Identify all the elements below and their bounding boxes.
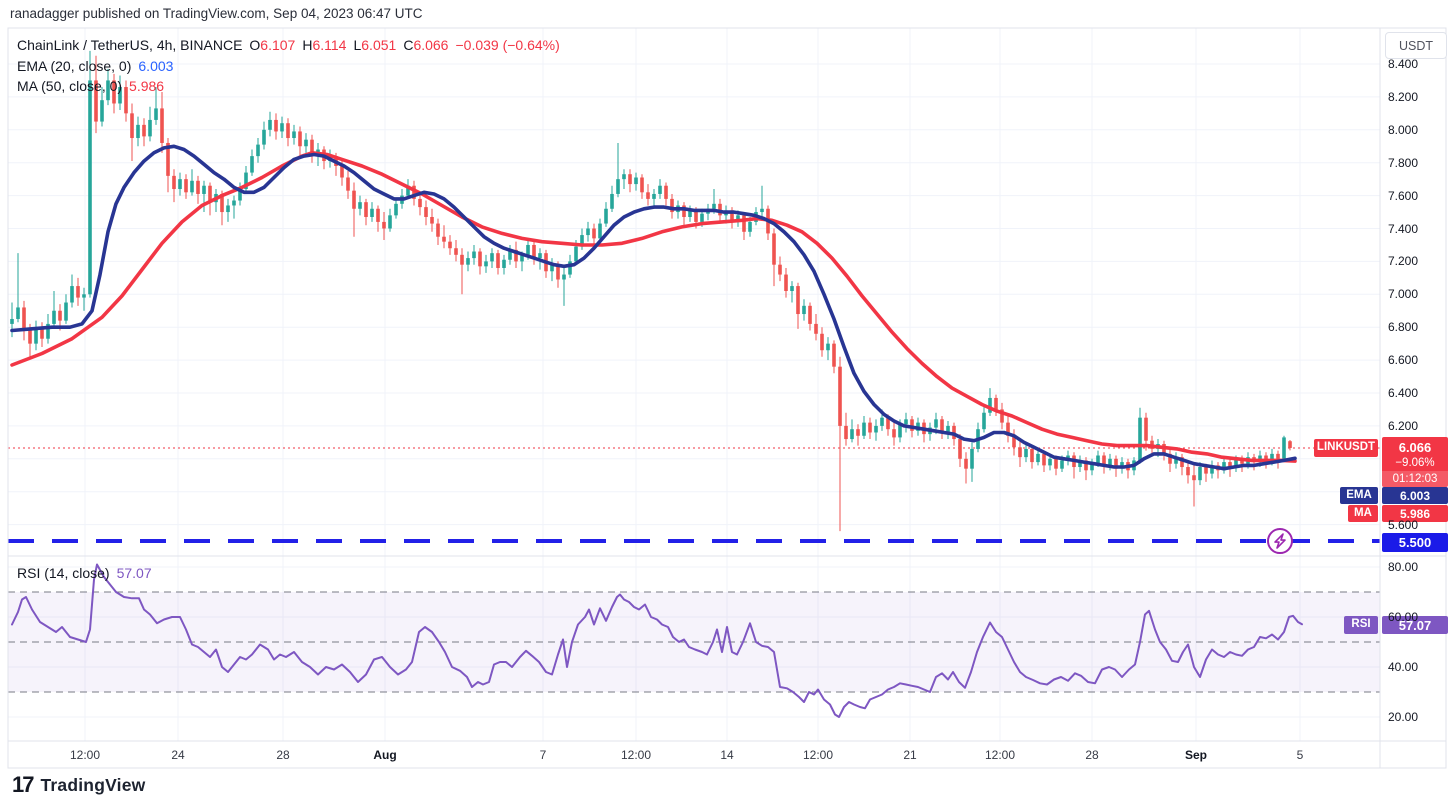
bar-countdown: 01:12:03 [1382,471,1448,487]
time-tick-label: 28 [276,748,290,762]
time-tick-label: 24 [171,748,185,762]
price-pane[interactable] [8,28,1380,556]
price-tick-label: 7.000 [1388,287,1419,302]
ma-value: 5.986 [129,78,165,94]
symbol-legend-row[interactable]: ChainLink / TetherUS, 4h, BINANCE O6.107… [17,37,560,53]
ema-title: EMA (20, close, 0) [17,58,132,74]
open-value: 6.107 [260,37,296,53]
price-tick-label: 6.400 [1388,386,1419,400]
rsi-chip: RSI [1344,616,1378,634]
tradingview-logo-text: TradingView [40,774,146,795]
rsi-axis-badge: 57.07 [1382,616,1448,634]
low-value: 6.051 [361,37,397,53]
ema-chip: EMA [1340,487,1378,504]
change-percent: −9.06% [1395,457,1435,469]
currency-unit-button[interactable]: USDT [1385,32,1447,59]
price-tick-label: 5.600 [1388,517,1419,532]
rsi-legend-row[interactable]: RSI (14, close) 57.07 [17,565,152,581]
tradingview-logo-icon: 17 [12,772,35,797]
alert-price-badge: 5.500 [1382,533,1448,552]
price-tick-label: 8.400 [1388,57,1419,71]
price-tick-label: 7.200 [1388,254,1419,269]
ma-title: MA (50, close, 0) [17,78,123,94]
ema-value: 6.003 [138,58,174,74]
rsi-tick-label: 80.00 [1388,560,1419,574]
time-tick-label: 14 [720,748,734,762]
rsi-tick-label: 60.00 [1388,610,1419,624]
change-value: −0.039 (−0.64%) [455,37,560,53]
rsi-tick-label: 20.00 [1388,710,1419,724]
time-tick-label: 28 [1085,748,1099,762]
close-value: 6.066 [413,37,449,53]
attribution-text: ranadagger published on TradingView.com,… [10,6,423,21]
last-price: 6.066 [1398,440,1432,455]
ma-legend-row[interactable]: MA (50, close, 0) 5.986 [17,78,164,94]
last-price-badge: 6.066 −9.06% 01:12:03 [1382,437,1448,487]
time-tick-label: 12:00 [802,748,834,762]
tradingview-logo[interactable]: 17 TradingView [12,774,145,796]
price-tick-label: 8.000 [1388,122,1419,137]
rsi-pane[interactable] [8,557,1380,741]
time-tick-label: 12:00 [620,748,652,762]
price-tick-label: 8.200 [1388,89,1419,104]
time-tick-label: Aug [373,748,397,762]
time-tick-label: 12:00 [984,748,1016,762]
price-tick-label: 6.600 [1388,353,1419,368]
time-tick-label: 5 [1296,748,1304,762]
time-axis[interactable] [8,741,1380,768]
time-tick-label: 12:00 [69,748,101,762]
ema-axis-badge: 6.003 [1382,487,1448,504]
price-tick-label: 7.400 [1388,221,1419,236]
rsi-value: 57.07 [116,565,152,581]
rsi-tick-label: 40.00 [1388,660,1419,674]
price-tick-label: 7.600 [1388,188,1419,203]
price-tick-label: 6.200 [1388,418,1419,433]
time-tick-label: 7 [539,748,547,762]
ma-chip: MA [1348,505,1378,522]
ma-axis-badge: 5.986 [1382,505,1448,522]
symbol-price-chip: LINKUSDT [1314,439,1378,457]
price-tick-label: 6.800 [1388,320,1419,335]
rsi-title: RSI (14, close) [17,565,110,581]
ema-legend-row[interactable]: EMA (20, close, 0) 6.003 [17,58,173,74]
time-tick-label: Sep [1184,748,1208,762]
time-tick-label: 21 [903,748,917,762]
symbol-title: ChainLink / TetherUS, 4h, BINANCE [17,37,243,53]
high-value: 6.114 [312,37,347,53]
price-tick-label: 7.800 [1388,155,1419,170]
